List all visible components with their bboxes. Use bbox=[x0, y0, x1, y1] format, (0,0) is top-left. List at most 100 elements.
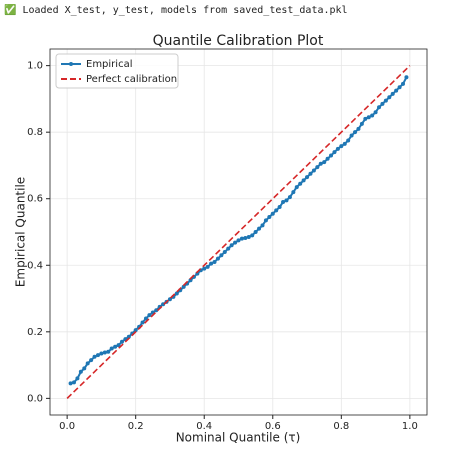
point bbox=[257, 226, 262, 231]
point bbox=[380, 101, 385, 106]
point bbox=[109, 346, 114, 351]
point bbox=[329, 153, 334, 158]
point bbox=[143, 316, 148, 321]
y-tick-label: 0.6 bbox=[27, 194, 43, 205]
legend-label: Empirical bbox=[86, 59, 132, 70]
point bbox=[294, 185, 299, 190]
point bbox=[209, 261, 214, 266]
point bbox=[332, 150, 337, 155]
point bbox=[287, 195, 292, 200]
point bbox=[397, 85, 402, 90]
y-tick-label: 0.2 bbox=[27, 327, 43, 338]
point bbox=[377, 105, 382, 110]
point bbox=[325, 156, 330, 161]
point bbox=[263, 218, 268, 223]
point bbox=[202, 266, 207, 271]
point bbox=[226, 246, 231, 251]
point bbox=[274, 208, 279, 213]
point bbox=[363, 116, 368, 121]
series-line bbox=[70, 76, 408, 385]
point bbox=[311, 168, 316, 173]
point bbox=[315, 165, 320, 170]
point bbox=[349, 133, 354, 138]
point bbox=[106, 349, 111, 354]
point bbox=[92, 354, 97, 359]
point bbox=[102, 350, 107, 355]
y-tick-label: 1.0 bbox=[27, 61, 43, 72]
point bbox=[133, 328, 138, 333]
legend-box bbox=[55, 53, 179, 89]
point bbox=[188, 278, 193, 283]
x-tick-label: 0.0 bbox=[59, 421, 75, 432]
point bbox=[181, 284, 186, 289]
point bbox=[212, 259, 217, 264]
x-tick-label: 0.6 bbox=[265, 421, 281, 432]
point bbox=[85, 361, 90, 366]
point bbox=[75, 376, 80, 381]
point bbox=[298, 181, 303, 186]
point bbox=[270, 211, 275, 216]
point bbox=[277, 205, 282, 210]
x-axis-label: Nominal Quantile (τ) bbox=[176, 431, 301, 445]
point bbox=[233, 240, 238, 245]
plot-frame bbox=[49, 48, 428, 416]
point bbox=[281, 200, 286, 205]
y-tick-label: 0.4 bbox=[27, 260, 43, 271]
point bbox=[322, 160, 327, 165]
y-axis-label: Empirical Quantile bbox=[14, 177, 28, 287]
point bbox=[222, 249, 227, 254]
point bbox=[356, 126, 361, 131]
point bbox=[359, 121, 364, 126]
point bbox=[387, 95, 392, 100]
point bbox=[404, 75, 409, 80]
point bbox=[394, 88, 399, 93]
point bbox=[78, 369, 83, 374]
legend-marker bbox=[69, 62, 73, 66]
point bbox=[260, 223, 265, 228]
point bbox=[113, 344, 118, 349]
point bbox=[219, 253, 224, 258]
point bbox=[119, 339, 124, 344]
point bbox=[353, 130, 358, 135]
point bbox=[68, 381, 73, 386]
point bbox=[95, 353, 100, 358]
series-line bbox=[66, 65, 411, 399]
point bbox=[205, 264, 210, 269]
point bbox=[236, 238, 241, 243]
point bbox=[71, 380, 76, 385]
status-line: ✅ Loaded X_test, y_test, models from sav… bbox=[4, 5, 348, 16]
point bbox=[342, 141, 347, 146]
point bbox=[99, 351, 104, 356]
point bbox=[82, 366, 87, 371]
point bbox=[383, 98, 388, 103]
point bbox=[346, 138, 351, 143]
point bbox=[253, 230, 258, 234]
point bbox=[370, 113, 375, 118]
point bbox=[291, 190, 296, 195]
point bbox=[154, 308, 159, 313]
point bbox=[390, 91, 395, 96]
chart-title: Quantile Calibration Plot bbox=[153, 33, 324, 49]
point bbox=[116, 343, 121, 348]
point bbox=[335, 146, 340, 151]
point bbox=[140, 320, 145, 325]
point bbox=[318, 161, 323, 166]
point bbox=[174, 291, 179, 296]
x-tick-label: 0.8 bbox=[333, 421, 349, 432]
x-tick-label: 0.2 bbox=[128, 421, 144, 432]
point bbox=[284, 198, 289, 203]
point bbox=[250, 233, 255, 238]
point bbox=[267, 215, 272, 220]
point bbox=[229, 243, 234, 248]
point bbox=[366, 115, 371, 120]
point bbox=[246, 234, 251, 239]
x-tick-label: 0.4 bbox=[196, 421, 212, 432]
point bbox=[401, 81, 406, 86]
x-tick-label: 1.0 bbox=[402, 421, 418, 432]
point bbox=[215, 256, 220, 261]
y-tick-label: 0.8 bbox=[27, 127, 43, 138]
point bbox=[373, 110, 378, 115]
point bbox=[239, 236, 244, 241]
